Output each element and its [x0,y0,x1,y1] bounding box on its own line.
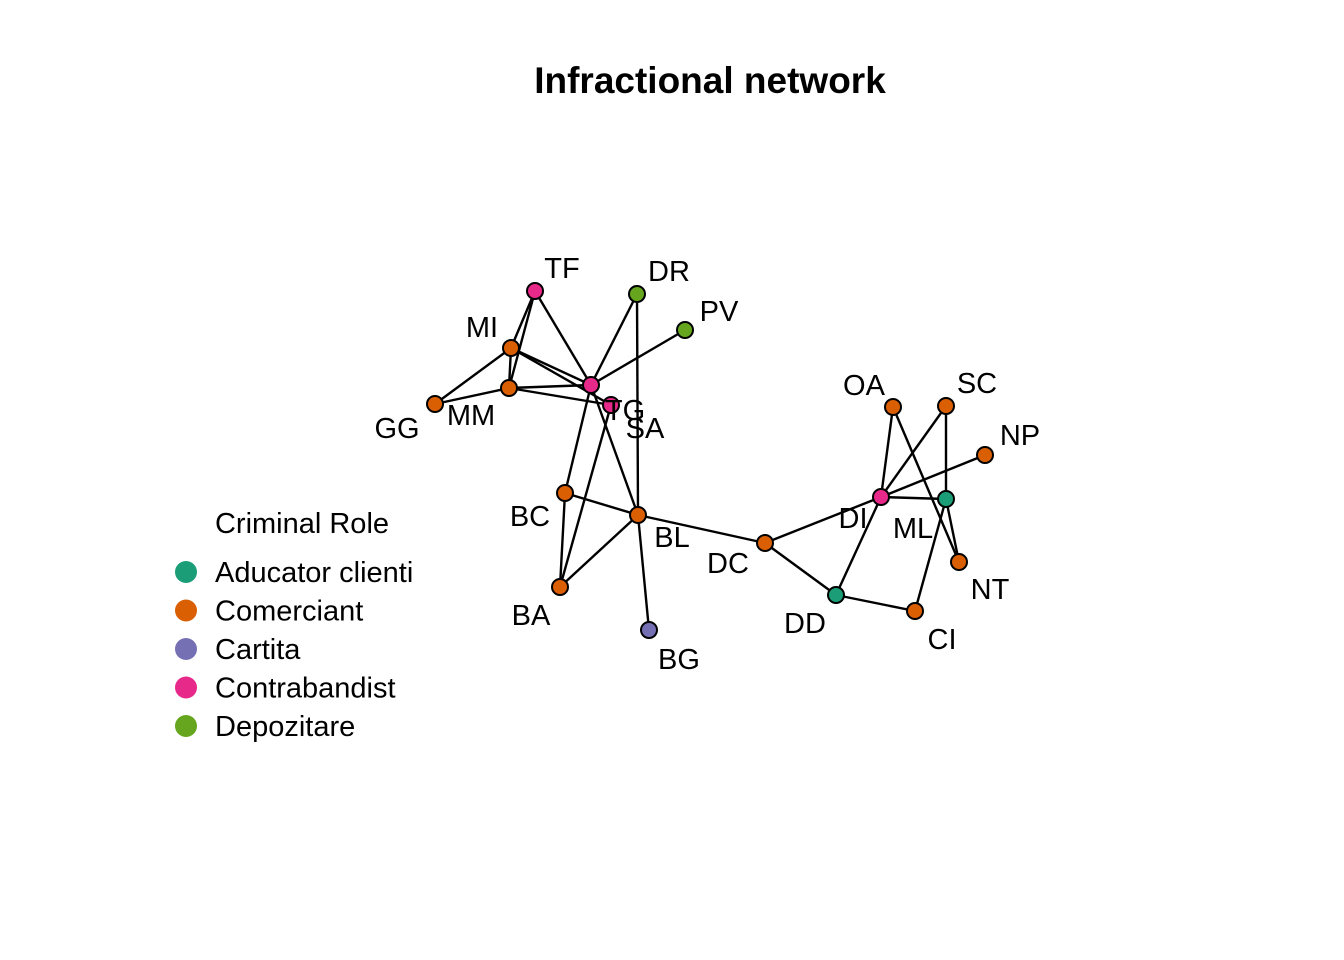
node-label-BC: BC [510,501,550,533]
node-label-DC: DC [707,548,749,580]
node-label-NP: NP [1000,420,1040,452]
edge-TF-MM [507,290,537,389]
edge-ML-CI [913,498,948,612]
node-BG [640,621,658,639]
edge-BC-BL [564,491,639,517]
node-GG [426,395,444,413]
edge-SA-BA [558,404,613,588]
edge-DD-CI [835,593,916,613]
edge-TF-TG [533,290,593,386]
legend: Criminal Role Aducator clienti Comerciant… [175,508,413,743]
node-OA [884,398,902,416]
chart-title: Infractional network [534,60,886,101]
node-label-DD: DD [784,608,826,640]
edge-DR-BL [635,293,640,516]
node-label-OA: OA [843,370,886,402]
node-label-GG: GG [374,413,419,445]
node-MI [502,339,520,357]
legend-label-2: Cartita [215,634,301,666]
node-DD [827,586,845,604]
edge-BL-BG [636,514,651,631]
node-NT [950,553,968,571]
node-label-BL: BL [654,522,689,554]
edge-DI-SC [880,405,947,498]
node-BC [556,484,574,502]
node-NP [976,446,994,464]
edge-OA-NT [891,406,961,563]
node-label-TG: TG [605,395,645,427]
edge-DD-DI [834,496,883,596]
node-CI [906,602,924,620]
edge-DR-TG [589,293,639,386]
edge-TF-MI [509,290,537,349]
node-label-ML: ML [893,513,933,545]
edge-ML-NT [944,498,961,563]
edge-MM-SA [508,386,612,407]
edge-BC-BA [558,492,567,588]
edge-MI-TG [510,346,592,387]
edge-DI-NP [880,453,986,499]
edge-PV-TG [590,328,686,387]
legend-swatch-0 [175,561,197,583]
node-label-DI: DI [839,503,868,535]
edge-MM-TG [508,383,592,390]
node-label-BG: BG [658,644,700,676]
node-label-NT: NT [971,574,1010,606]
edge-TG-BC [563,384,593,494]
node-ML [937,490,955,508]
node-label-BA: BA [512,600,551,632]
edge-BL-BA [559,514,639,588]
node-DR [628,285,646,303]
legend-swatch-3 [175,676,197,699]
edge-DI-ML [880,495,947,501]
legend-label-1: Comerciant [215,596,363,628]
legend-label-0: Aducator clienti [215,557,413,589]
node-label-SC: SC [957,368,997,400]
edge-MI-GG [434,347,512,405]
legend-swatch-4 [175,715,197,737]
node-label-TF: TF [544,253,579,285]
node-label-MM: MM [447,400,495,432]
node-label-PV: PV [700,296,739,328]
legend-title: Criminal Role [215,508,389,540]
node-SC [937,397,955,415]
edge-TG-BL [589,384,640,516]
legend-swatch-1 [175,599,197,622]
node-PV [676,321,694,339]
node-MM [500,379,518,397]
node-label-CI: CI [928,624,957,656]
legend-label-3: Contrabandist [215,673,396,705]
edge-DI-OA [879,406,895,498]
node-BA [551,578,569,596]
node-TF [526,282,544,300]
edge-DC-DD [764,542,837,596]
node-label-MI: MI [466,312,498,344]
legend-swatch-2 [175,638,197,660]
node-SA [602,396,620,414]
edge-DC-DI [764,495,882,545]
edge-BL-DC [637,513,766,545]
legend-label-4: Depozitare [215,711,355,743]
node-TG [582,376,600,394]
edge-GG-MM [434,386,510,406]
node-label-SA: SA [626,413,665,445]
node-DI [872,488,890,506]
node-layer [426,282,994,639]
node-DC [756,534,774,552]
node-BL [629,506,647,524]
node-label-DR: DR [648,256,690,288]
